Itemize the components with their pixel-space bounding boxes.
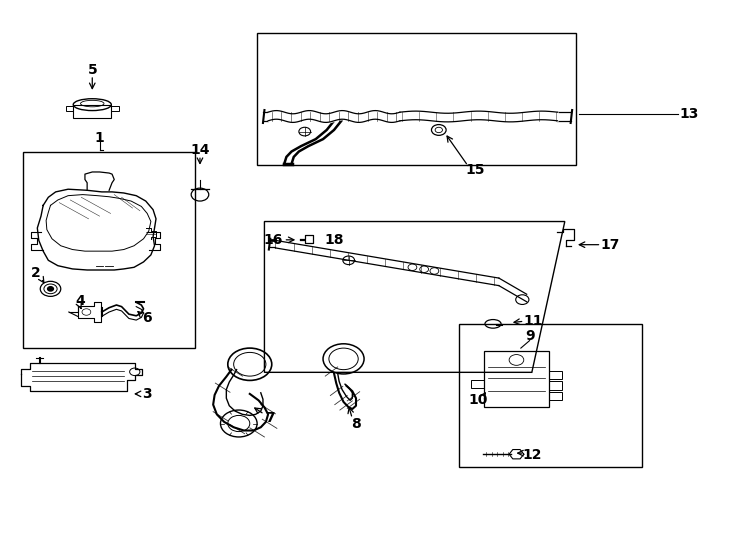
Bar: [66, 106, 73, 111]
Text: 14: 14: [190, 144, 210, 158]
Bar: [549, 392, 562, 400]
Text: 12: 12: [523, 448, 542, 462]
Bar: [112, 106, 119, 111]
Bar: [73, 105, 112, 118]
Bar: [549, 381, 562, 389]
Bar: [484, 351, 549, 407]
Text: 10: 10: [469, 393, 488, 407]
Text: 9: 9: [525, 329, 534, 343]
Text: 4: 4: [75, 294, 84, 308]
Bar: [549, 371, 562, 379]
Text: 7: 7: [266, 411, 275, 425]
Bar: [471, 380, 484, 388]
Text: 11: 11: [523, 314, 543, 328]
Text: 18: 18: [324, 233, 344, 247]
Bar: [459, 324, 642, 467]
Text: 17: 17: [600, 238, 620, 252]
Text: 6: 6: [142, 312, 152, 326]
Text: 8: 8: [351, 416, 361, 430]
Circle shape: [48, 287, 54, 291]
Bar: [257, 33, 575, 165]
Text: 13: 13: [680, 107, 699, 121]
Text: 16: 16: [264, 233, 283, 247]
Text: 1: 1: [95, 131, 104, 145]
Text: 3: 3: [142, 387, 152, 401]
Text: 5: 5: [87, 63, 97, 77]
Bar: [23, 152, 195, 348]
Text: 15: 15: [465, 163, 485, 177]
Text: 2: 2: [31, 266, 40, 280]
